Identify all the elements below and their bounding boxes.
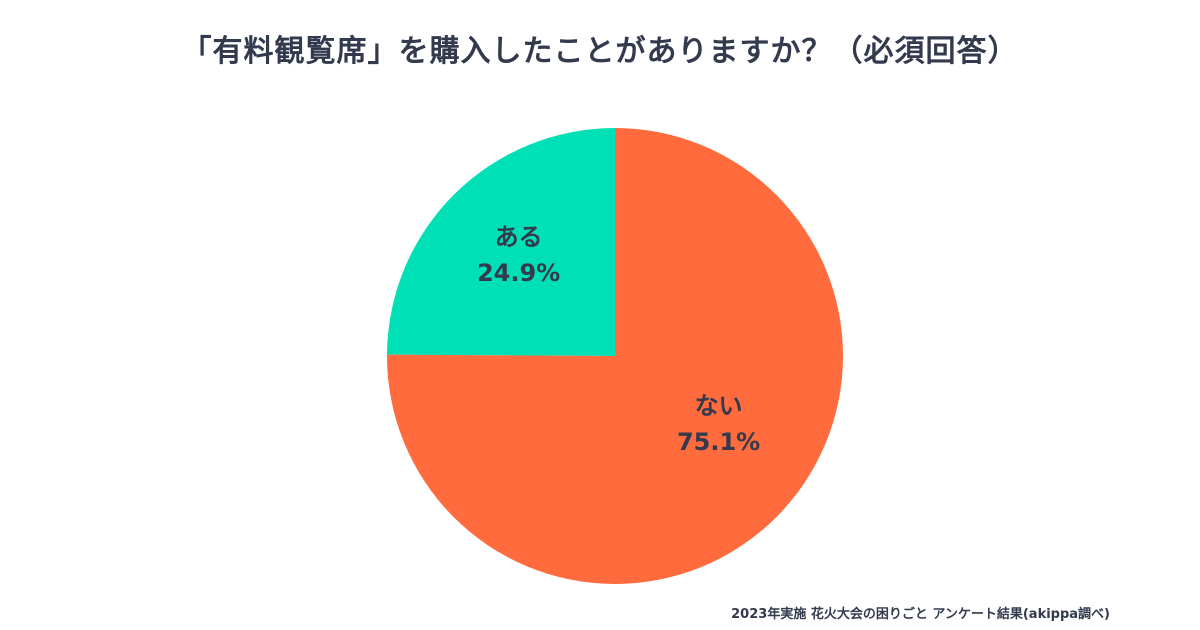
- pie-labels: ある 24.9% ない 75.1%: [477, 223, 760, 456]
- chart-title: 「有料観覧席」を購入したことがありますか？（必須回答）: [181, 34, 1019, 69]
- slice-value-nai: 75.1%: [677, 428, 760, 456]
- slice-label-aru: ある: [495, 223, 543, 251]
- pie-slices: [386, 128, 843, 584]
- pie-slice-nai: [386, 128, 843, 584]
- slice-value-aru: 24.9%: [477, 259, 560, 287]
- source-note: 2023年実施 花火大会の困りごと アンケート結果(akippa調べ): [731, 607, 1110, 622]
- slice-label-nai: ない: [695, 392, 743, 420]
- pie-slice-aru: [387, 128, 615, 356]
